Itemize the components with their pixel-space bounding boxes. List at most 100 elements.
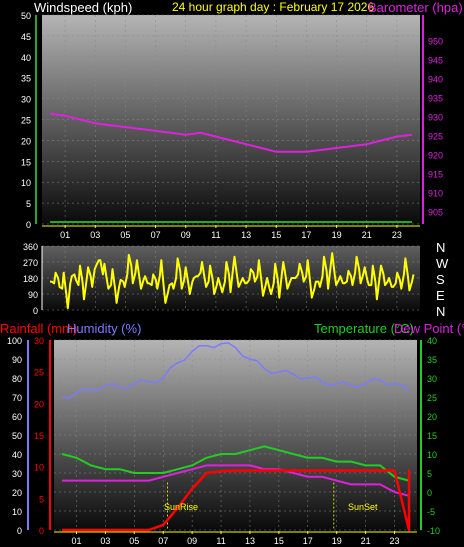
p2-tick-label: 270: [23, 258, 38, 268]
temperature-line: [61, 445, 410, 482]
p1-right-tick-label: 905: [428, 208, 443, 218]
rain-tick-label: 20: [34, 399, 44, 409]
temp-tick-label: -5: [427, 507, 435, 517]
sunrise-label: SunRise: [164, 502, 198, 512]
direction-label-2: S: [436, 272, 445, 287]
p1-x-tick-label: 17: [301, 230, 311, 240]
p3-x-tick-label: 23: [390, 536, 400, 546]
p1-x-tick-label: 01: [60, 230, 70, 240]
temp-tick-label: 30: [427, 374, 437, 384]
rainfall-axis-title: Rainfall (mm): [0, 321, 77, 336]
p1-right-tick-label: 940: [428, 75, 443, 85]
p1-x-tick-label: 03: [90, 230, 100, 240]
rain-tick-label: 25: [34, 368, 44, 378]
p3-x-tick-label: 21: [361, 536, 371, 546]
p2-tick-label: 180: [23, 274, 38, 284]
humidity-tick-label: 20: [12, 488, 22, 498]
p3-x-tick-label: 05: [129, 536, 139, 546]
rainfall-line: [62, 469, 411, 532]
temp-tick-label: 40: [427, 336, 437, 346]
wind-direction-line: [50, 252, 415, 310]
p1-left-tick-label: 30: [21, 95, 31, 105]
p3-x-tick-label: 01: [71, 536, 81, 546]
p1-left-tick-label: 50: [21, 11, 31, 21]
p1-left-tick-label: 25: [21, 116, 31, 126]
rain-tick-label: 5: [39, 494, 44, 504]
graph-title: 24 hour graph day : February 17 2026: [172, 0, 374, 14]
temp-tick-label: 10: [427, 450, 437, 460]
p2-tick-label: 90: [28, 290, 38, 300]
p2-tick-label: 0: [33, 306, 38, 316]
p3-x-tick-label: 15: [274, 536, 284, 546]
temp-tick-label: 15: [427, 431, 437, 441]
p1-x-tick-label: 11: [211, 230, 220, 240]
temp-tick-label: 20: [427, 412, 437, 422]
temperature-axis-title: Temperature (°C): [314, 321, 414, 336]
p3-x-tick-label: 19: [332, 536, 342, 546]
p3-x-tick-label: 07: [158, 536, 168, 546]
rain-tick-label: 30: [34, 336, 44, 346]
p1-x-tick-label: 09: [181, 230, 191, 240]
p1-right-tick-label: 920: [428, 151, 443, 161]
temp-tick-label: 5: [427, 469, 432, 479]
p1-x-tick-label: 13: [241, 230, 251, 240]
barometer-line: [49, 112, 413, 153]
p1-right-tick-label: 945: [428, 56, 443, 66]
humidity-tick-label: 30: [12, 469, 22, 479]
p1-left-tick-label: 40: [21, 53, 31, 63]
p1-left-tick-label: 35: [21, 74, 31, 84]
p1-left-tick-label: 45: [21, 32, 31, 42]
p3-x-tick-label: 11: [216, 536, 225, 546]
p1-right-tick-label: 930: [428, 113, 443, 123]
p1-left-tick-label: 10: [21, 178, 31, 188]
p1-x-tick-label: 23: [392, 230, 402, 240]
dewpoint-axis-title: Dew Point (°C): [394, 321, 464, 336]
p1-right-tick-label: 950: [428, 37, 443, 47]
p2-tick-label: 360: [23, 242, 38, 252]
temp-tick-label: -10: [427, 526, 440, 536]
humidity-tick-label: 80: [12, 374, 22, 384]
sunset-label: SunSet: [348, 502, 378, 512]
rain-tick-label: 15: [34, 431, 44, 441]
humidity-tick-label: 40: [12, 450, 22, 460]
direction-label-4: N: [436, 304, 445, 319]
rain-tick-label: 0: [39, 526, 44, 536]
p3-x-tick-label: 13: [245, 536, 255, 546]
p1-x-tick-label: 05: [120, 230, 130, 240]
p1-right-tick-label: 935: [428, 94, 443, 104]
p1-x-tick-label: 19: [332, 230, 342, 240]
p3-x-tick-label: 17: [303, 536, 313, 546]
humidity-tick-label: 50: [12, 431, 22, 441]
humidity-tick-label: 70: [12, 393, 22, 403]
p3-x-tick-label: 03: [100, 536, 110, 546]
direction-label-1: W: [436, 256, 449, 271]
p3-x-tick-label: 09: [187, 536, 197, 546]
temp-tick-label: 35: [427, 355, 437, 365]
humidity-tick-label: 90: [12, 355, 22, 365]
p1-x-tick-label: 07: [151, 230, 161, 240]
p1-right-tick-label: 910: [428, 189, 443, 199]
humidity-axis-title: Humidity (%): [67, 321, 141, 336]
barometer-axis-title: Barometer (hpa): [368, 0, 463, 15]
p1-left-tick-label: 5: [26, 199, 31, 209]
p1-x-tick-label: 15: [271, 230, 281, 240]
temp-tick-label: 25: [427, 393, 437, 403]
windspeed-axis-title: Windspeed (kph): [34, 0, 132, 15]
p1-left-tick-label: 0: [26, 220, 31, 230]
p1-right-tick-label: 915: [428, 170, 443, 180]
humidity-tick-label: 60: [12, 412, 22, 422]
humidity-tick-label: 100: [7, 336, 22, 346]
humidity-line: [61, 342, 410, 399]
direction-label-3: E: [436, 288, 445, 303]
direction-label-0: N: [436, 240, 445, 255]
temp-tick-label: 0: [427, 488, 432, 498]
p1-left-tick-label: 20: [21, 136, 31, 146]
humidity-tick-label: 10: [12, 507, 22, 517]
humidity-tick-label: 0: [17, 526, 22, 536]
p1-right-tick-label: 925: [428, 132, 443, 142]
rain-tick-label: 10: [34, 463, 44, 473]
p1-x-tick-label: 21: [362, 230, 372, 240]
dewpoint-line: [62, 464, 410, 497]
p1-left-tick-label: 15: [21, 157, 31, 167]
